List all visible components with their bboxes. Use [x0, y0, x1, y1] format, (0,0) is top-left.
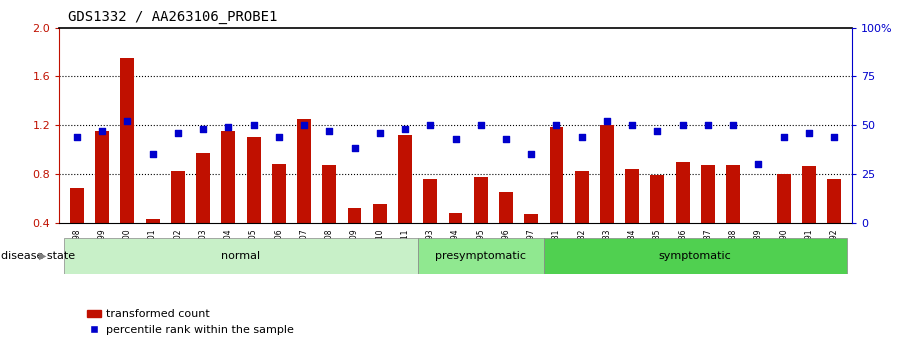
- Bar: [474, 177, 487, 223]
- Bar: [424, 179, 437, 223]
- Bar: [827, 179, 841, 223]
- Point: [625, 122, 640, 128]
- Point: [549, 122, 564, 128]
- Point: [474, 122, 488, 128]
- Point: [575, 134, 589, 139]
- Bar: [802, 167, 816, 223]
- Bar: [146, 219, 159, 223]
- Text: normal: normal: [221, 251, 261, 261]
- Bar: [196, 153, 210, 223]
- Bar: [297, 119, 311, 223]
- Bar: [777, 174, 791, 223]
- Bar: [676, 161, 690, 223]
- Point: [726, 122, 741, 128]
- Text: disease state: disease state: [1, 251, 75, 261]
- Bar: [448, 213, 463, 223]
- Bar: [600, 125, 614, 223]
- Bar: [499, 192, 513, 223]
- Text: ▶: ▶: [39, 251, 46, 261]
- Point: [701, 122, 715, 128]
- Point: [170, 130, 185, 136]
- Bar: [701, 165, 715, 223]
- Point: [271, 134, 286, 139]
- Point: [599, 118, 614, 124]
- Bar: [575, 171, 589, 223]
- Point: [120, 118, 135, 124]
- Text: presymptomatic: presymptomatic: [435, 251, 527, 261]
- Bar: [247, 137, 261, 223]
- Bar: [171, 171, 185, 223]
- Text: symptomatic: symptomatic: [659, 251, 732, 261]
- Bar: [525, 214, 538, 223]
- Text: GDS1332 / AA263106_PROBE1: GDS1332 / AA263106_PROBE1: [68, 10, 278, 24]
- Point: [751, 161, 765, 167]
- Bar: [650, 175, 664, 223]
- Point: [297, 122, 312, 128]
- Point: [423, 122, 437, 128]
- Point: [498, 136, 513, 141]
- Bar: [70, 188, 84, 223]
- Bar: [398, 135, 412, 223]
- Point: [802, 130, 816, 136]
- Bar: [373, 204, 386, 223]
- Bar: [221, 131, 235, 223]
- Point: [246, 122, 261, 128]
- Bar: [120, 58, 134, 223]
- Point: [322, 128, 336, 134]
- Point: [448, 136, 463, 141]
- Point: [776, 134, 791, 139]
- Legend: transformed count, percentile rank within the sample: transformed count, percentile rank withi…: [83, 305, 299, 339]
- Bar: [95, 131, 109, 223]
- Bar: [417, 238, 544, 274]
- Point: [146, 151, 160, 157]
- Bar: [726, 165, 740, 223]
- Point: [398, 126, 413, 132]
- Bar: [549, 128, 563, 223]
- Bar: [544, 238, 846, 274]
- Point: [95, 128, 109, 134]
- Bar: [625, 169, 640, 223]
- Point: [675, 122, 690, 128]
- Point: [221, 124, 236, 130]
- Bar: [348, 208, 362, 223]
- Point: [524, 151, 538, 157]
- Bar: [65, 238, 417, 274]
- Point: [347, 146, 362, 151]
- Point: [650, 128, 665, 134]
- Point: [827, 134, 842, 139]
- Point: [373, 130, 387, 136]
- Point: [69, 134, 84, 139]
- Bar: [322, 165, 336, 223]
- Bar: [271, 164, 286, 223]
- Point: [196, 126, 210, 132]
- Bar: [752, 223, 765, 265]
